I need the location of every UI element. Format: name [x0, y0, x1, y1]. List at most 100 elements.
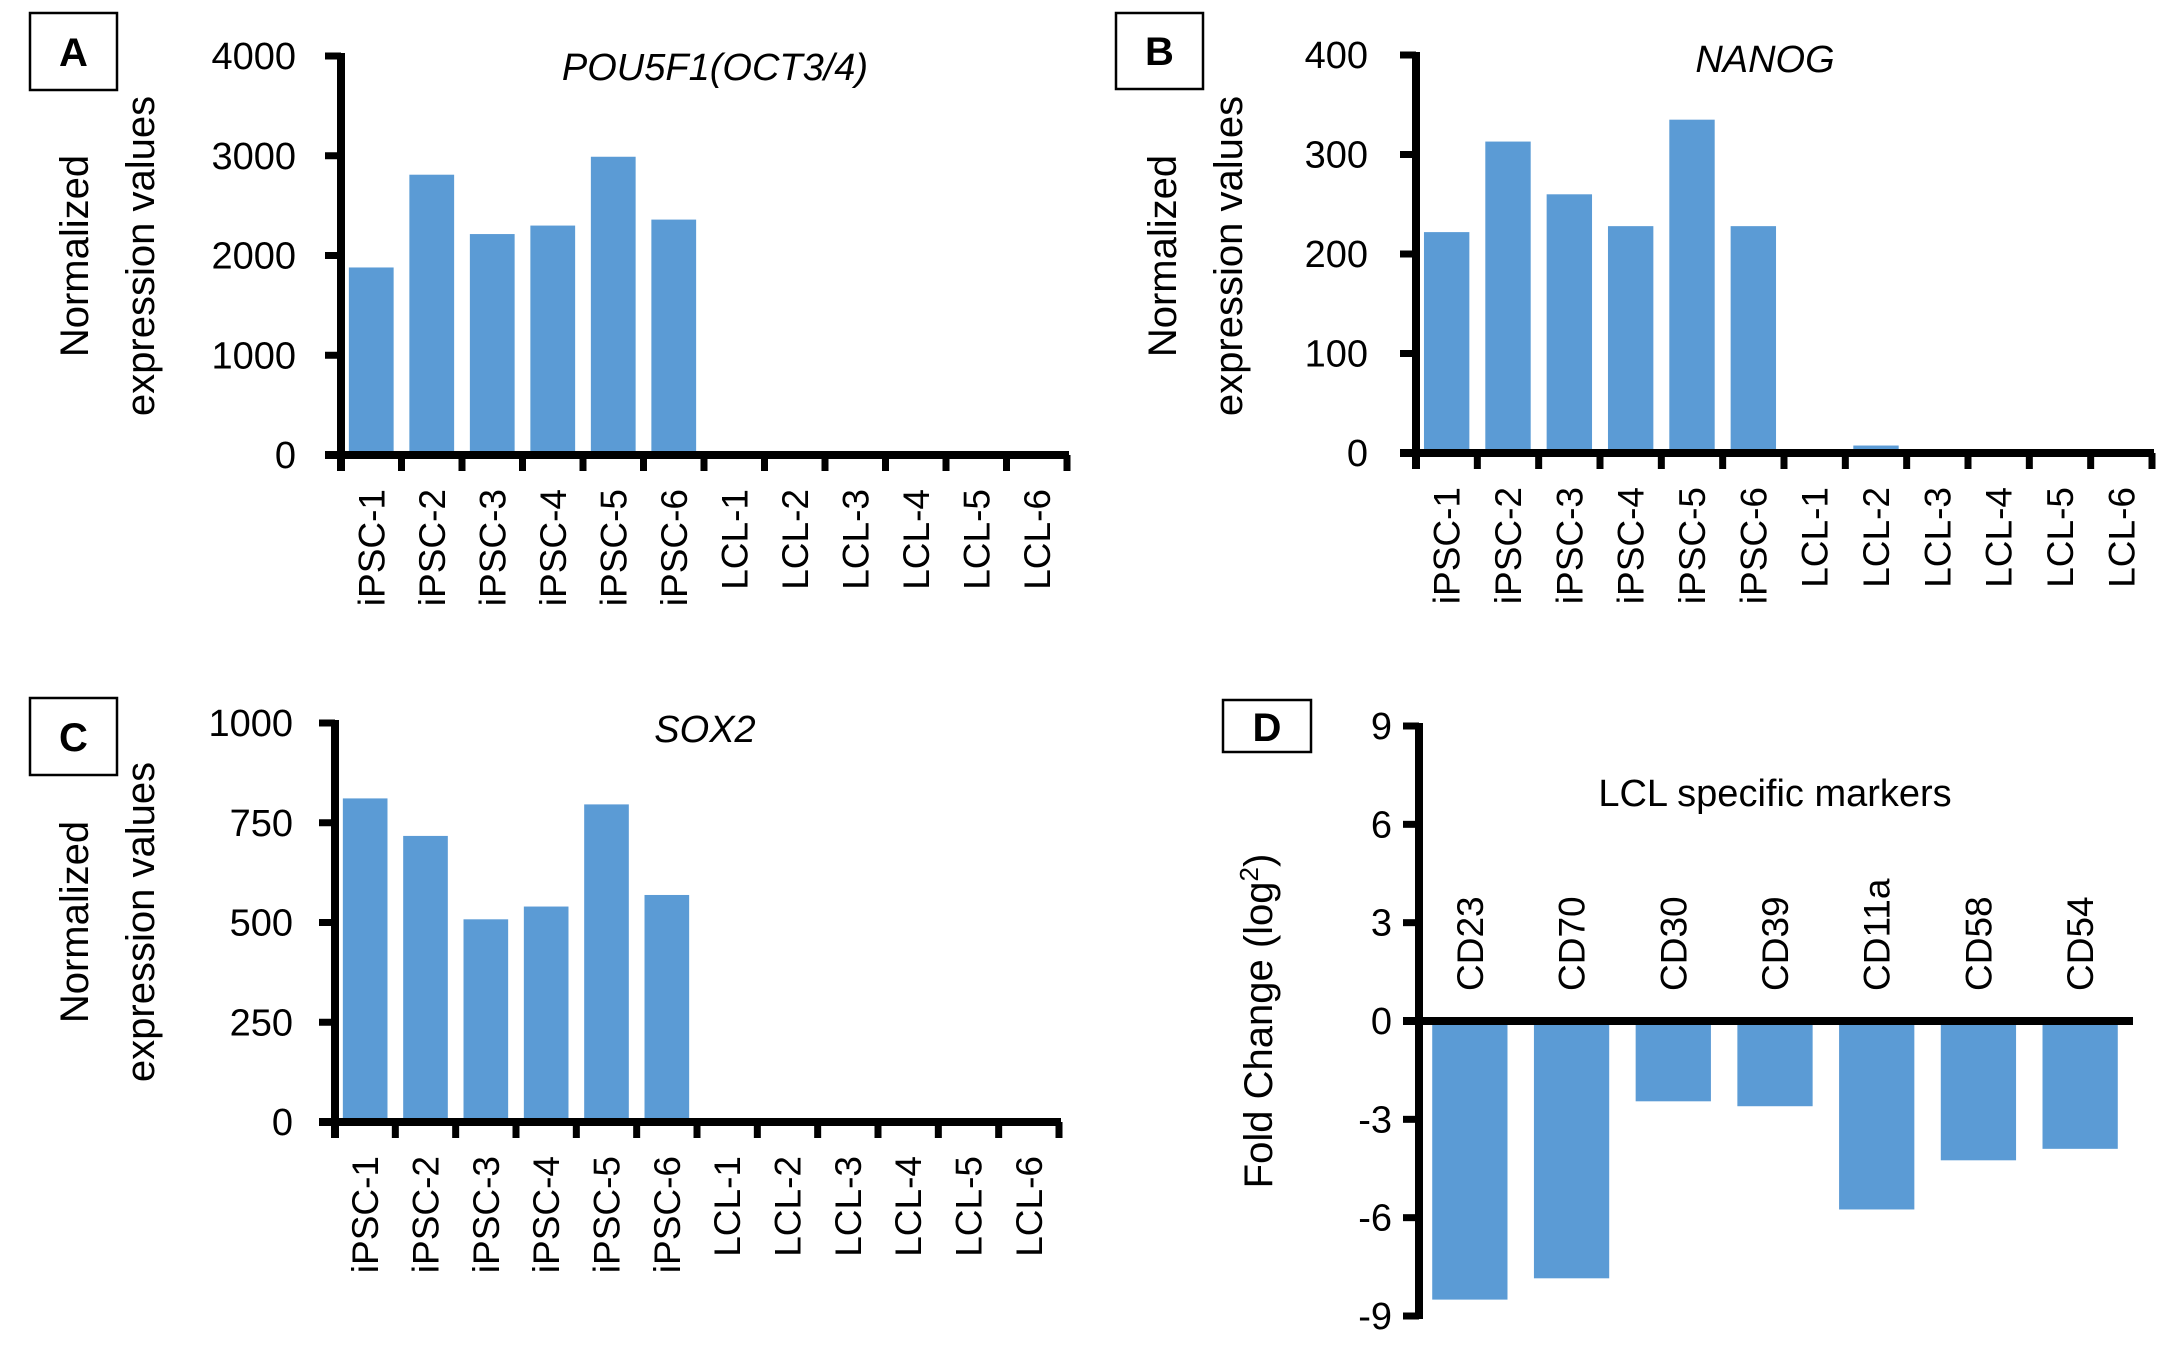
panel-d-ytick-label: -6 [1358, 1198, 1392, 1240]
panel-a-ylabel-line1: Normalized [53, 155, 97, 357]
panel-b-category-label: LCL-5 [2040, 487, 2081, 588]
panel-c-ytick-label: 1000 [208, 703, 293, 745]
panel-b-ylabel: Normalized expression values [1141, 96, 1251, 416]
panel-d-letter: D [1253, 706, 1282, 750]
panel-b-ytick-label: 300 [1305, 135, 1368, 177]
panel-d-ylabel-close: ) [1237, 854, 1281, 867]
panel-d-ytick-label: -3 [1358, 1099, 1392, 1141]
panel-c-category-label: iPSC-3 [466, 1156, 507, 1273]
panel-c-ytick-label: 250 [230, 1002, 293, 1044]
panel-d-category-label: CD11a [1857, 878, 1898, 991]
panel-d: D LCL specific markers Fold Change (log2… [1221, 698, 2133, 1338]
panel-c-xticks: iPSC-1 iPSC-2 iPSC-3 iPSC-4 iPSC-5 iPSC-6 LCL-… [331, 1122, 1063, 1273]
panel-a-title: POU5F1(OCT3/4) [562, 47, 868, 89]
panel-a-ylabel-line2: expression values [119, 96, 163, 416]
panel-d-bar-cd39 [1737, 1021, 1813, 1107]
panel-a-category-label: LCL-2 [775, 489, 816, 590]
panel-b-ylabel-line2: expression values [1207, 96, 1251, 416]
panel-c-category-label: iPSC-2 [406, 1156, 447, 1273]
panel-a-bar-ipsc-6 [651, 219, 697, 455]
panel-d-bar-cd11a [1839, 1021, 1915, 1210]
panel-d-bar-cd70 [1533, 1021, 1610, 1279]
panel-a-yticks: 0 1000 2000 3000 4000 [211, 36, 341, 477]
panel-c-ylabel: Normalized expression values [53, 762, 163, 1082]
panel-b-category-label: LCL-4 [1979, 487, 2020, 588]
panel-b-axes [1400, 52, 2154, 469]
panel-a-category-label: iPSC-1 [351, 489, 392, 606]
panel-d-category-label: CD23 [1450, 896, 1491, 991]
panel-d-ylabel: Fold Change (log2) [1234, 854, 1281, 1189]
panel-c-bar-ipsc-3 [463, 919, 509, 1122]
panel-a-category-label: iPSC-5 [593, 489, 634, 606]
panel-c-ylabel-line1: Normalized [53, 821, 97, 1023]
panel-b-bar-ipsc-5 [1669, 119, 1715, 454]
panel-c-axes [319, 720, 1061, 1138]
panel-a-ytick-label: 4000 [211, 36, 296, 78]
panel-d-category-label: CD70 [1552, 896, 1593, 991]
panel-a-ylabel: Normalized expression values [53, 96, 163, 416]
panel-a-category-label: LCL-6 [1017, 489, 1058, 590]
panel-b-ytick-label: 0 [1347, 433, 1368, 475]
panel-c-bar-ipsc-4 [523, 906, 569, 1122]
panel-b-ytick-label: 100 [1305, 334, 1368, 376]
panel-d-category-label: CD39 [1755, 896, 1796, 991]
panel-d-title: LCL specific markers [1598, 773, 1951, 815]
panel-d-bar-cd58 [1940, 1021, 2017, 1161]
panel-b-ylabel-line1: Normalized [1141, 155, 1185, 357]
panel-d-bar-cd30 [1635, 1021, 1711, 1102]
panel-a-ytick-label: 1000 [211, 335, 296, 377]
panel-c-category-label: iPSC-1 [345, 1156, 386, 1273]
panel-b-bar-ipsc-1 [1423, 232, 1470, 453]
panel-c-category-label: LCL-3 [828, 1156, 869, 1257]
panel-c-category-label: iPSC-4 [526, 1156, 567, 1273]
panel-c-category-label: LCL-5 [949, 1156, 990, 1257]
panel-d-ylabel-superscript: 2 [1234, 867, 1264, 881]
panel-c-bar-ipsc-2 [403, 835, 448, 1122]
panel-a-category-label: iPSC-2 [412, 489, 453, 606]
panel-b-bar-ipsc-2 [1485, 141, 1531, 453]
panel-b-ytick-label: 400 [1305, 35, 1368, 77]
panel-d-ytick-label: 9 [1371, 706, 1392, 748]
panel-d-ylabel-main: Fold Change (log [1237, 881, 1281, 1188]
panel-b-bar-ipsc-3 [1546, 194, 1593, 454]
panel-c-title: SOX2 [654, 709, 755, 751]
panel-b-bars [1423, 119, 2145, 454]
panel-a-category-label: LCL-5 [956, 489, 997, 590]
panel-d-label-box [1221, 698, 1313, 754]
panel-a-category-label: iPSC-4 [533, 489, 574, 606]
panel-b-category-label: iPSC-2 [1488, 487, 1529, 604]
panel-a-xticks: iPSC-1 iPSC-2 iPSC-3 iPSC-4 iPSC-5 iPSC-6 LCL-… [337, 455, 1071, 606]
panel-d-ytick-label: 0 [1371, 1001, 1392, 1043]
panel-c-category-label: LCL-2 [768, 1156, 809, 1257]
panel-d-category-label: CD54 [2060, 896, 2101, 991]
panel-d-ytick-label: -9 [1358, 1296, 1392, 1338]
panel-a-letter: A [59, 31, 88, 75]
panel-d-bar-cd54 [2042, 1021, 2118, 1149]
panel-c-bar-ipsc-5 [584, 804, 629, 1122]
panel-d-xticks: CD23 CD70 CD30 CD39 CD11a CD58 CD54 [1450, 878, 2101, 991]
panel-c-bar-ipsc-1 [342, 798, 388, 1122]
panel-b-category-label: iPSC-3 [1549, 487, 1590, 604]
panel-a-ytick-label: 3000 [211, 136, 296, 178]
panel-b-xticks: iPSC-1 iPSC-2 iPSC-3 iPSC-4 iPSC-5 iPSC-6 LCL-… [1412, 453, 2156, 604]
panel-b-title: NANOG [1695, 39, 1834, 81]
panel-d-category-label: CD30 [1653, 896, 1694, 991]
panel-b-category-label: iPSC-5 [1672, 487, 1713, 604]
panel-c-letter: C [59, 716, 88, 760]
panel-a-axes [325, 53, 1069, 471]
panel-c-category-label: iPSC-5 [587, 1156, 628, 1273]
panel-a-category-label: LCL-3 [835, 489, 876, 590]
panel-c-category-label: iPSC-6 [647, 1156, 688, 1273]
panel-a-bar-ipsc-1 [348, 267, 394, 455]
panel-c-category-label: LCL-1 [707, 1156, 748, 1257]
panel-c-ylabel-line2: expression values [119, 762, 163, 1082]
panel-c-ytick-label: 500 [230, 903, 293, 945]
panel-a-category-label: LCL-4 [896, 489, 937, 590]
panel-b-bar-ipsc-4 [1607, 226, 1654, 453]
panel-c-bars [342, 798, 690, 1122]
panel-d-bars [1432, 1021, 2118, 1300]
panel-b-category-label: iPSC-4 [1611, 487, 1652, 604]
panel-a-label-box [28, 11, 119, 92]
panel-b-letter: B [1145, 30, 1174, 74]
